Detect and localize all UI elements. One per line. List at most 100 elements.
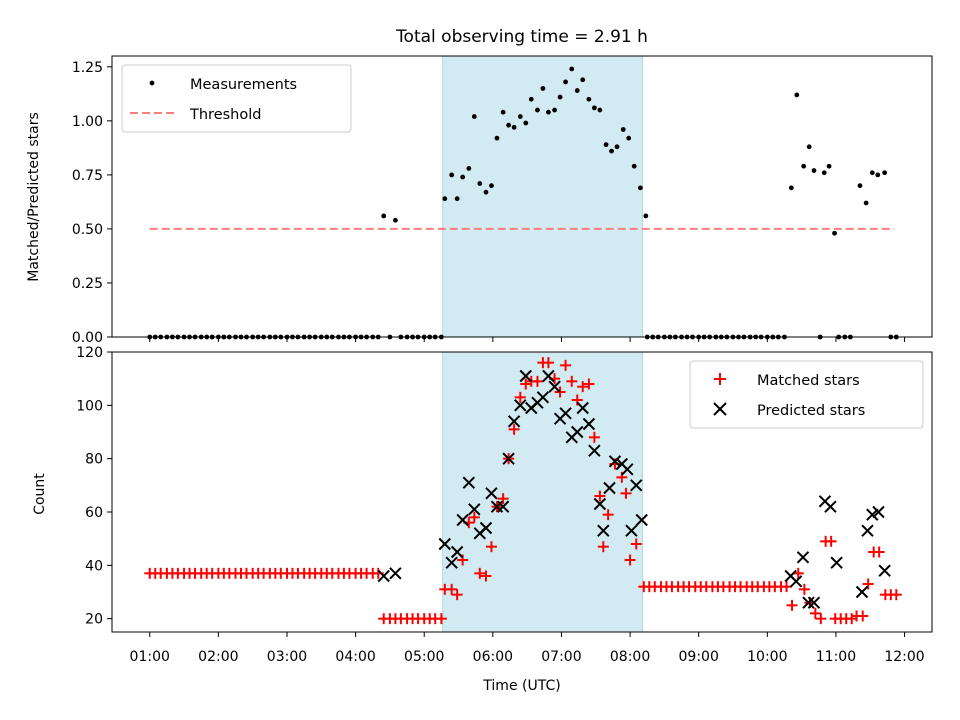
y-tick-label: 100 xyxy=(76,398,103,414)
top-x-ticks xyxy=(149,337,906,342)
predicted-star-point xyxy=(608,455,622,468)
predicted-star-point xyxy=(621,463,634,476)
matched-star-point xyxy=(480,570,492,582)
measurement-point xyxy=(557,94,563,100)
measurement-point xyxy=(483,189,489,195)
measurement-point xyxy=(500,109,506,115)
measurement-point xyxy=(540,86,546,91)
predicted-star-point xyxy=(571,425,584,439)
measurement-point xyxy=(471,114,477,119)
predicted-star-point xyxy=(389,567,402,580)
legend-matched-label: Matched stars xyxy=(757,373,860,389)
legend-measurements-marker xyxy=(149,80,155,86)
predicted-star-point xyxy=(603,481,616,495)
measurement-point xyxy=(614,144,620,150)
top-y-ticks: 0.00 0.25 0.50 0.75 1.00 1.25 xyxy=(72,60,112,346)
predicted-star-point xyxy=(559,407,572,420)
matched-star-point xyxy=(857,610,869,622)
x-tick-label: 03:00 xyxy=(267,649,307,665)
measurement-point xyxy=(580,77,586,83)
measurement-point xyxy=(806,144,812,150)
x-tick-label: 09:00 xyxy=(679,649,719,665)
predicted-star-point xyxy=(635,513,648,527)
measurement-point xyxy=(442,196,448,202)
measurement-point xyxy=(489,183,494,189)
predicted-star-point xyxy=(485,487,498,500)
matched-star-point xyxy=(588,431,600,443)
predicted-star-point xyxy=(519,369,532,383)
matched-star-point xyxy=(786,599,798,611)
measurement-point xyxy=(466,166,472,171)
y-tick-label: 80 xyxy=(85,452,103,468)
measurement-point xyxy=(597,107,603,113)
predicted-star-point xyxy=(796,551,810,564)
measurement-point xyxy=(460,174,466,180)
matched-star-point xyxy=(497,493,509,505)
y-tick-label: 1.00 xyxy=(72,114,103,130)
matched-star-point xyxy=(602,509,614,521)
measurement-point xyxy=(591,105,597,111)
predicted-star-point xyxy=(878,564,891,577)
measurement-point xyxy=(794,92,800,98)
legend-measurements-label: Measurements xyxy=(190,77,297,93)
measurement-point xyxy=(546,109,551,115)
measurement-point xyxy=(477,181,483,186)
matched-star-point xyxy=(809,607,821,619)
measurement-point xyxy=(863,200,869,206)
bottom-y-axis-label: Count xyxy=(32,473,48,515)
measurement-point xyxy=(875,172,881,178)
matched-star-point xyxy=(468,511,480,523)
measurement-point xyxy=(449,172,455,178)
count-points xyxy=(144,357,902,625)
matched-star-point xyxy=(597,541,609,553)
measurement-point xyxy=(609,148,614,154)
x-tick-label: 04:00 xyxy=(335,649,375,665)
matched-star-point xyxy=(781,581,793,593)
matched-star-point xyxy=(474,567,486,579)
x-tick-label: 01:00 xyxy=(130,649,170,665)
top-panel: 0.00 0.25 0.50 0.75 1.00 1.25 Matched/Predict… xyxy=(26,55,933,346)
bottom-panel: 20 40 60 80 100 120 01:00 02:00 03:00 04:00 05:00… xyxy=(32,345,933,694)
matched-star-point xyxy=(873,546,885,558)
matched-star-point xyxy=(560,359,572,371)
predicted-star-point xyxy=(630,479,643,492)
matched-star-point xyxy=(620,487,632,499)
predicted-star-point xyxy=(468,503,481,516)
measurement-point xyxy=(523,120,529,126)
y-tick-label: 40 xyxy=(85,558,103,574)
predicted-star-point xyxy=(438,537,452,551)
y-tick-label: 60 xyxy=(85,505,103,521)
predicted-star-point xyxy=(536,391,550,404)
matched-star-point xyxy=(594,490,606,502)
predicted-star-point xyxy=(866,508,879,521)
measurement-point xyxy=(857,183,863,189)
y-tick-label: 0.00 xyxy=(72,330,103,346)
measurement-point xyxy=(631,163,637,169)
measurement-point xyxy=(506,122,512,128)
measurement-point xyxy=(626,135,632,141)
measurement-point xyxy=(620,127,626,132)
measurement-point xyxy=(494,135,500,141)
measurement-point xyxy=(511,124,517,130)
matched-star-point xyxy=(566,375,578,387)
matched-star-point xyxy=(531,375,543,387)
legend-matched-marker xyxy=(714,373,726,385)
matched-star-point xyxy=(624,554,636,566)
measurement-point xyxy=(454,196,460,202)
y-tick-label: 120 xyxy=(76,345,103,361)
matched-star-point xyxy=(862,578,874,590)
predicted-star-point xyxy=(593,497,607,511)
measurement-point xyxy=(637,185,643,191)
measurement-point xyxy=(603,142,609,148)
measurement-point xyxy=(586,96,592,102)
predicted-star-point xyxy=(807,596,821,609)
predicted-star-point xyxy=(450,545,464,559)
predicted-star-point xyxy=(456,513,469,527)
measurement-point xyxy=(563,79,568,85)
measurement-point xyxy=(381,213,387,219)
predicted-star-point xyxy=(872,505,885,519)
legend-predicted-label: Predicted stars xyxy=(757,403,865,419)
matched-star-point xyxy=(798,583,810,595)
predicted-star-point xyxy=(830,556,843,569)
matched-star-point xyxy=(514,391,526,403)
